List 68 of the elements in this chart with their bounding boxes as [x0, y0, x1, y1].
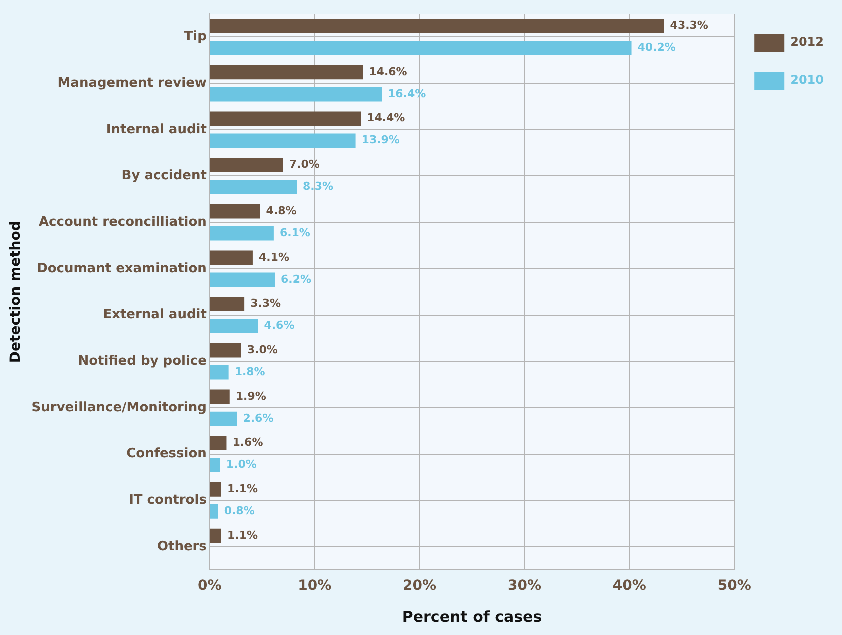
bar: [210, 528, 222, 544]
y-tick-label: IT controls: [129, 493, 208, 508]
bar: [210, 112, 362, 126]
data-label: 1.1%: [227, 528, 258, 542]
y-tick-label: By accident: [122, 168, 207, 184]
legend-label: 2012: [790, 35, 824, 50]
data-label: 0.8%: [224, 504, 255, 518]
bar: [210, 436, 227, 450]
bar: [210, 482, 222, 497]
bar: [210, 504, 218, 519]
data-label: 4.8%: [266, 204, 297, 218]
bar: [210, 41, 632, 56]
x-tick-label: 20%: [403, 578, 437, 594]
bar: [210, 158, 284, 172]
y-tick-label: External audit: [103, 308, 207, 323]
data-label: 13.9%: [362, 134, 400, 147]
data-label: 1.9%: [236, 390, 266, 403]
data-label: 1.1%: [227, 482, 258, 496]
x-tick-label: 0%: [198, 578, 222, 594]
data-label: 6.1%: [280, 226, 310, 240]
bar: [210, 180, 298, 194]
data-label: 16.4%: [388, 87, 426, 100]
bar: [210, 390, 230, 404]
y-tick-label: Confession: [126, 446, 207, 462]
bar: [210, 19, 664, 34]
x-tick-label: 50%: [718, 578, 752, 594]
y-tick-label: Internal audit: [106, 122, 207, 138]
data-label: 7.0%: [289, 158, 320, 172]
y-axis-title: Detection method: [8, 221, 24, 364]
bar: [210, 297, 245, 312]
bar: [210, 250, 253, 266]
bar: [210, 343, 242, 358]
data-label: 6.2%: [280, 272, 312, 286]
bar: [210, 412, 238, 426]
data-label: 14.6%: [369, 65, 408, 78]
x-tick-label: 30%: [508, 578, 542, 594]
data-label: 1.6%: [232, 436, 264, 450]
y-tick-label: Notified by police: [78, 354, 208, 369]
data-label: 40.2%: [638, 41, 676, 54]
data-label: 14.4%: [367, 112, 406, 125]
x-tick-label: 10%: [298, 578, 332, 594]
bar: [210, 319, 258, 334]
bar: [210, 272, 275, 288]
y-tick-label: Documant examination: [37, 261, 207, 276]
y-tick-label: Account reconcilliation: [39, 214, 207, 230]
y-tick-label: Surveillance/Monitoring: [32, 400, 207, 416]
bar: [210, 65, 364, 80]
y-tick-label: Tip: [184, 30, 207, 45]
data-label: 8.3%: [303, 180, 334, 194]
bar: [210, 134, 356, 148]
y-tick-label: Others: [157, 539, 208, 554]
data-label: 2.6%: [243, 412, 274, 425]
data-label: 1.8%: [234, 365, 266, 378]
legend-label: 2010: [790, 73, 824, 88]
bar: [210, 458, 220, 472]
bar: [210, 87, 382, 102]
data-label: 3.3%: [250, 297, 282, 310]
y-tick-label: Management review: [58, 76, 207, 91]
data-label: 4.1%: [258, 250, 290, 264]
x-tick-label: 40%: [612, 578, 646, 594]
bar: [210, 204, 260, 219]
bar: [210, 226, 274, 241]
data-label: 4.6%: [264, 319, 295, 332]
x-axis-title: Percent of cases: [402, 608, 542, 626]
data-label: 43.3%: [670, 19, 708, 32]
data-label: 3.0%: [247, 343, 278, 356]
data-label: 1.0%: [226, 458, 257, 472]
bar: [210, 365, 229, 380]
